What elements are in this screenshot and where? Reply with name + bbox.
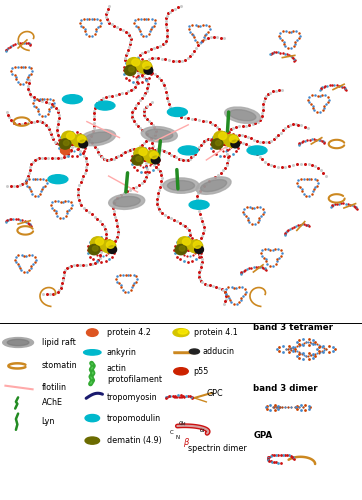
Text: dematin (4.9): dematin (4.9) (107, 436, 161, 445)
Circle shape (125, 66, 136, 76)
Circle shape (224, 134, 239, 147)
Circle shape (151, 156, 160, 164)
Ellipse shape (113, 196, 140, 207)
Ellipse shape (80, 130, 115, 146)
Circle shape (129, 67, 134, 72)
Circle shape (79, 140, 88, 148)
Ellipse shape (48, 174, 68, 184)
Circle shape (63, 140, 69, 145)
Circle shape (106, 242, 114, 248)
Text: Lyn: Lyn (42, 417, 55, 426)
Circle shape (136, 156, 142, 162)
Ellipse shape (109, 194, 145, 210)
Circle shape (72, 134, 87, 147)
Text: stomatin: stomatin (42, 362, 77, 370)
Ellipse shape (229, 110, 256, 121)
Text: AChE: AChE (42, 398, 63, 407)
Text: ankyrin: ankyrin (107, 348, 137, 357)
Circle shape (132, 155, 143, 165)
Ellipse shape (178, 146, 198, 155)
Text: $\beta$: $\beta$ (183, 436, 190, 449)
Circle shape (178, 330, 188, 334)
Text: p55: p55 (194, 367, 209, 376)
Circle shape (174, 368, 188, 375)
Circle shape (77, 136, 85, 142)
Text: $\alpha$: $\alpha$ (199, 426, 206, 434)
Text: adducin: adducin (203, 347, 235, 356)
Circle shape (127, 58, 141, 70)
Ellipse shape (146, 129, 173, 140)
Ellipse shape (167, 108, 188, 116)
Circle shape (60, 146, 70, 154)
Circle shape (173, 328, 189, 336)
Ellipse shape (3, 338, 33, 347)
Text: GPA: GPA (253, 430, 273, 440)
Circle shape (219, 132, 227, 140)
Text: C: C (179, 421, 183, 426)
Circle shape (85, 414, 100, 422)
Circle shape (211, 139, 223, 149)
Text: C: C (170, 430, 174, 436)
Circle shape (134, 147, 148, 160)
Circle shape (85, 437, 100, 444)
Text: N: N (180, 422, 185, 426)
Ellipse shape (84, 350, 101, 355)
Text: N: N (176, 435, 180, 440)
Ellipse shape (201, 180, 227, 192)
Text: protein 4.1: protein 4.1 (194, 328, 237, 337)
Ellipse shape (95, 101, 115, 110)
Ellipse shape (87, 329, 98, 336)
Text: protein 4.2: protein 4.2 (107, 328, 151, 337)
Ellipse shape (7, 340, 29, 345)
Circle shape (145, 150, 159, 163)
Text: tropomyosin: tropomyosin (107, 393, 157, 402)
Ellipse shape (196, 177, 231, 194)
Circle shape (215, 140, 221, 145)
Circle shape (143, 62, 151, 69)
Ellipse shape (163, 178, 199, 194)
Circle shape (214, 131, 228, 144)
Circle shape (175, 244, 187, 254)
Circle shape (101, 240, 116, 253)
Text: band 3 dimer: band 3 dimer (253, 384, 318, 393)
Ellipse shape (141, 126, 177, 142)
Circle shape (150, 152, 158, 158)
Circle shape (179, 246, 185, 251)
Ellipse shape (84, 132, 111, 143)
Circle shape (189, 349, 199, 354)
Circle shape (188, 240, 203, 253)
Circle shape (88, 244, 100, 254)
Ellipse shape (63, 94, 83, 104)
Text: spectrin dimer: spectrin dimer (188, 444, 247, 453)
Circle shape (231, 140, 240, 148)
Circle shape (67, 132, 75, 140)
Text: GPC: GPC (206, 390, 223, 398)
Circle shape (96, 238, 104, 245)
Circle shape (182, 238, 190, 245)
Circle shape (230, 136, 237, 142)
Circle shape (138, 61, 152, 74)
Circle shape (132, 59, 140, 66)
Circle shape (144, 66, 153, 74)
Ellipse shape (189, 200, 209, 209)
Circle shape (177, 237, 192, 250)
Circle shape (108, 246, 117, 254)
Text: actin
protofilament: actin protofilament (107, 364, 162, 384)
Text: flotilin: flotilin (42, 383, 67, 392)
Circle shape (139, 148, 147, 156)
Circle shape (59, 139, 71, 149)
Circle shape (90, 237, 105, 250)
Circle shape (92, 246, 98, 251)
Circle shape (62, 131, 76, 144)
Ellipse shape (225, 107, 260, 124)
Text: tropomodulin: tropomodulin (107, 414, 161, 422)
Circle shape (193, 242, 201, 248)
Text: band 3 tetramer: band 3 tetramer (253, 322, 333, 332)
Circle shape (195, 246, 203, 254)
Ellipse shape (167, 180, 195, 190)
Text: lipid raft: lipid raft (42, 338, 75, 347)
Ellipse shape (247, 146, 267, 155)
